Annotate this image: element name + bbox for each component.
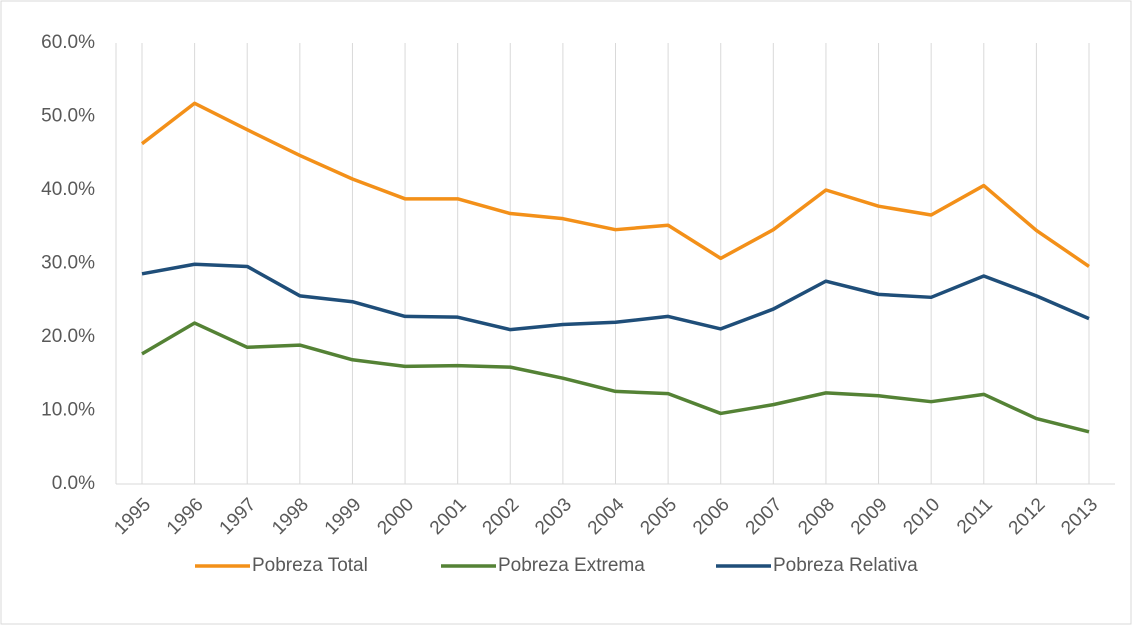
legend-label: Pobreza Extrema xyxy=(498,555,645,576)
series-line xyxy=(140,101,1090,268)
y-tick-label: 10.0% xyxy=(41,400,95,421)
y-tick-label: 50.0% xyxy=(41,106,95,127)
y-tick-label: 40.0% xyxy=(41,179,95,200)
y-tick-label: 60.0% xyxy=(41,32,95,53)
y-tick-label: 0.0% xyxy=(52,473,95,494)
legend-label: Pobreza Total xyxy=(252,555,368,576)
y-tick-label: 20.0% xyxy=(41,326,95,347)
series-line xyxy=(141,321,1090,434)
legend-label: Pobreza Relativa xyxy=(773,555,918,576)
y-tick-label: 30.0% xyxy=(41,253,95,274)
series-line xyxy=(141,262,1090,332)
